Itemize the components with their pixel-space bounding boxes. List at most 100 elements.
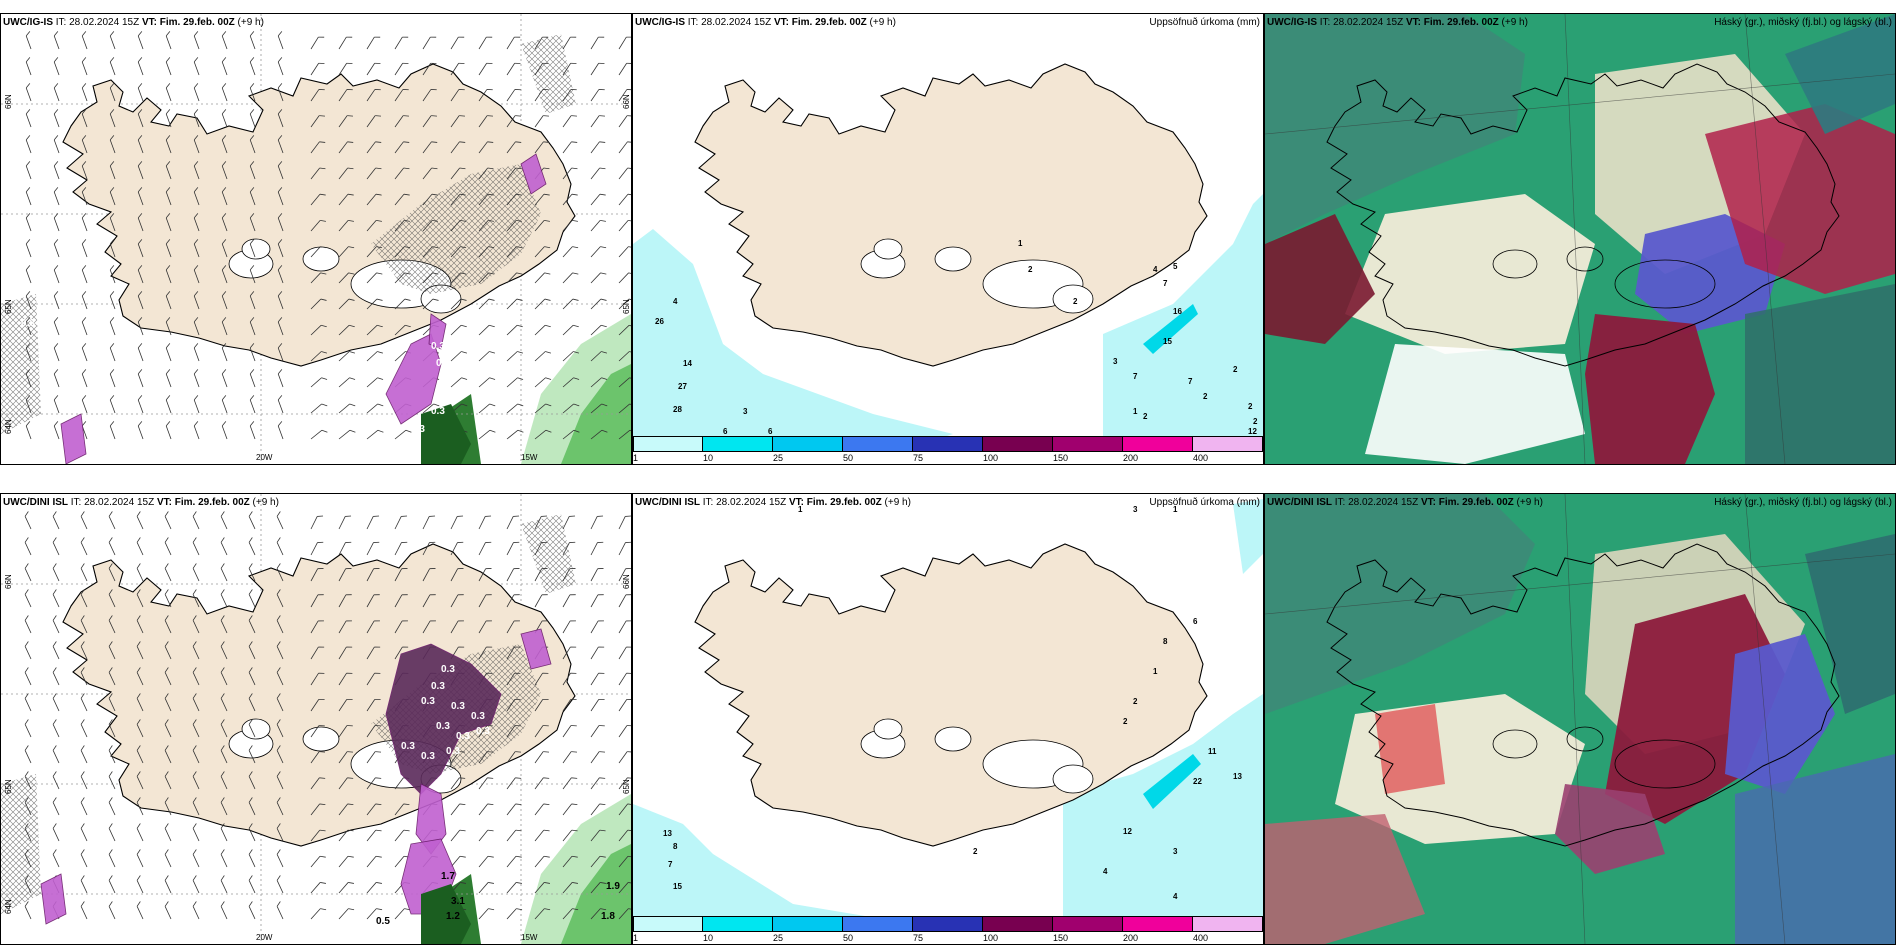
graticule xyxy=(1744,14,1786,464)
wind-barb xyxy=(394,141,410,154)
wind-barb xyxy=(590,568,604,582)
wind-barb xyxy=(534,272,551,284)
wind-barb xyxy=(618,829,631,842)
wind-barb xyxy=(220,693,228,712)
colorbar-tick-label: 100 xyxy=(983,933,999,943)
wind-barb xyxy=(366,298,383,310)
precip-amount-label: 12 xyxy=(1123,827,1132,836)
wind-barb xyxy=(136,589,144,608)
wind-barb xyxy=(276,537,284,556)
colorbar-segment xyxy=(773,436,843,452)
wind-barb xyxy=(53,317,60,336)
wind-barb xyxy=(108,589,116,608)
precip-streak xyxy=(1143,754,1201,809)
wind-barb xyxy=(366,36,381,50)
wind-barb xyxy=(310,620,324,634)
wind-barb xyxy=(562,568,576,582)
snowfall-area xyxy=(60,413,87,464)
model-name: UWC/DINI ISL xyxy=(1267,497,1332,508)
graticule xyxy=(1265,73,1895,135)
wind-barb xyxy=(24,719,32,738)
graticule xyxy=(1564,14,1586,464)
field-label: Uppsöfnuð úrkoma (mm) xyxy=(1149,17,1260,28)
wind-barb xyxy=(450,115,466,128)
wind-barb xyxy=(618,167,631,180)
cloud-layer xyxy=(1705,104,1895,294)
wind-barb xyxy=(136,563,144,582)
wind-barb xyxy=(422,246,439,258)
wind-barb xyxy=(506,646,521,660)
wind-barb xyxy=(338,829,354,842)
wind-barb xyxy=(81,369,88,388)
wind-barb xyxy=(618,803,631,816)
wind-barb xyxy=(562,908,579,920)
glacier xyxy=(934,726,972,752)
wind-barb xyxy=(164,563,172,582)
wind-barb xyxy=(52,849,60,868)
precip-amount-label: 6 xyxy=(768,427,773,436)
wind-barb xyxy=(310,141,326,154)
wind-barb xyxy=(277,187,284,206)
axis-label: 65N xyxy=(622,299,631,314)
wind-barb xyxy=(534,193,550,206)
wind-barb xyxy=(25,135,32,154)
wind-barb xyxy=(478,141,494,154)
wind-barb xyxy=(562,351,580,362)
wind-barb xyxy=(310,220,326,232)
wind-barb xyxy=(506,403,524,414)
wind-barb xyxy=(338,803,354,816)
wind-barb xyxy=(80,667,88,686)
wind-barb xyxy=(220,875,228,894)
precip-streak xyxy=(1143,304,1198,354)
wind-barb xyxy=(338,620,352,634)
axis-label: 66N xyxy=(4,574,13,589)
wind-barb xyxy=(394,803,410,816)
wind-barb xyxy=(221,31,228,50)
iceland-coastline xyxy=(694,63,1208,367)
wind-barb xyxy=(394,908,411,920)
wind-barb xyxy=(109,343,116,362)
wind-barb xyxy=(562,646,577,660)
wind-barb xyxy=(506,298,523,310)
wind-barb xyxy=(25,57,32,76)
wind-barb xyxy=(422,541,436,556)
wind-barb xyxy=(338,882,354,894)
cloud-layer xyxy=(1265,214,1375,344)
precip-area xyxy=(1233,499,1263,574)
wind-barb xyxy=(80,849,88,868)
wind-barb xyxy=(590,725,605,738)
wind-barb xyxy=(81,109,88,128)
wind-barb xyxy=(249,421,256,440)
wind-barb xyxy=(53,161,60,180)
wind-barb xyxy=(24,797,32,816)
wind-barb xyxy=(590,777,606,790)
wind-barb xyxy=(366,62,381,76)
wind-barb xyxy=(562,193,578,206)
precip-value-label: 0.3 xyxy=(436,358,450,369)
wind-barb xyxy=(618,89,631,102)
graticule xyxy=(1744,494,1786,944)
wind-barb xyxy=(478,351,496,362)
wind-barb xyxy=(534,115,550,128)
wind-barb xyxy=(24,771,32,790)
wind-barb xyxy=(277,369,284,388)
valid-label: VT: Fim. 29.feb. 00Z xyxy=(773,17,867,28)
panel-title: UWC/IG-IS IT: 28.02.2024 15Z VT: Fim. 29… xyxy=(3,17,264,28)
wind-barb xyxy=(394,246,411,258)
wind-barb xyxy=(618,568,631,582)
precip-colorbar: 1 10 25 50 75 100 150 200 400 xyxy=(633,436,1263,464)
wind-barb xyxy=(590,351,608,362)
colorbar-tick-label: 75 xyxy=(913,453,924,463)
wind-barb xyxy=(394,829,410,842)
wind-barb xyxy=(534,594,548,608)
wind-barb xyxy=(221,421,228,440)
wind-barb xyxy=(534,725,549,738)
colorbar-segment xyxy=(1053,436,1123,452)
colorbar-segment xyxy=(843,436,913,452)
wind-barb xyxy=(249,83,256,102)
glacier xyxy=(241,238,271,260)
wind-barb xyxy=(450,594,464,608)
wind-barb xyxy=(137,239,144,258)
wind-barb xyxy=(590,377,608,388)
wind-barb xyxy=(618,351,631,362)
